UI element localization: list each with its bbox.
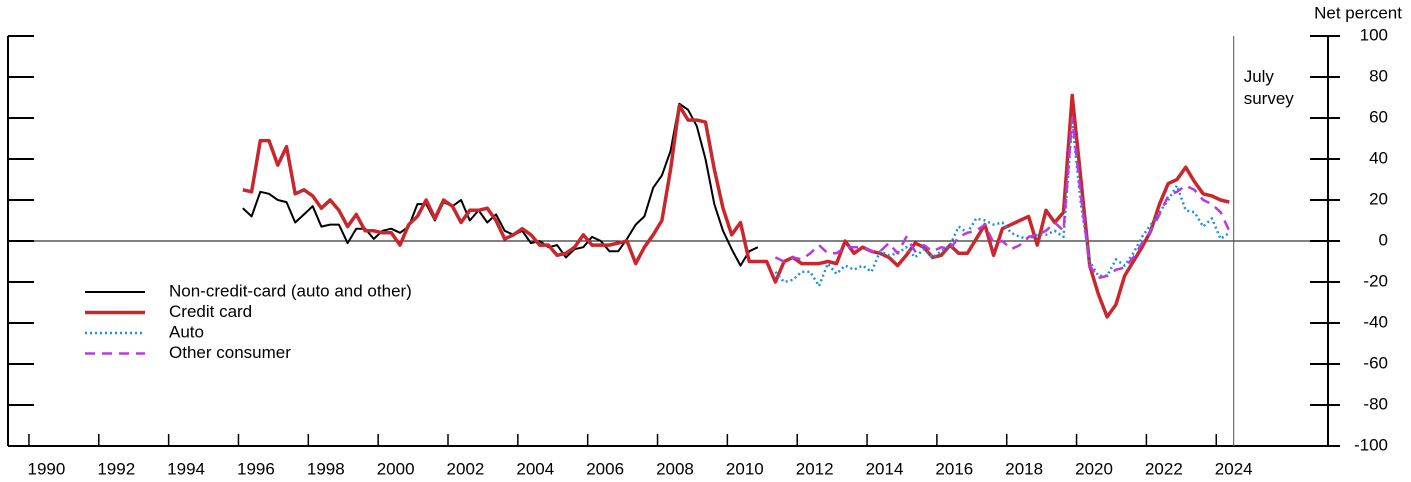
- legend-label: Other consumer: [169, 343, 291, 362]
- y-tick-label: -60: [1363, 353, 1388, 372]
- y-tick-label: -40: [1363, 312, 1388, 331]
- y-tick-label: 80: [1369, 66, 1388, 85]
- x-tick-label: 2024: [1215, 459, 1253, 478]
- x-tick-label: 1998: [307, 459, 345, 478]
- x-tick-label: 2006: [586, 459, 624, 478]
- series-line: [242, 93, 1230, 319]
- x-tick-label: 1996: [237, 459, 275, 478]
- legend-label: Credit card: [169, 302, 252, 321]
- x-tick-label: 2008: [656, 459, 694, 478]
- series-line: [242, 102, 759, 267]
- x-tick-label: 2002: [447, 459, 485, 478]
- x-tick-label: 1994: [167, 459, 205, 478]
- y-axis-label: Net percent: [1314, 3, 1402, 22]
- x-tick-label: 2022: [1145, 459, 1183, 478]
- x-tick-label: 2012: [796, 459, 834, 478]
- x-tick-label: 2020: [1075, 459, 1113, 478]
- legend-label: Auto: [169, 322, 204, 341]
- series-line: [774, 116, 1231, 280]
- x-tick-label: 2018: [1005, 459, 1043, 478]
- y-tick-label: 0: [1379, 230, 1388, 249]
- y-tick-label: -20: [1363, 271, 1388, 290]
- y-tick-label: 100: [1360, 25, 1388, 44]
- x-tick-label: 2016: [935, 459, 973, 478]
- y-tick-label: -80: [1363, 394, 1388, 413]
- x-tick-label: 1990: [27, 459, 65, 478]
- x-tick-label: 2014: [866, 459, 904, 478]
- series-line: [774, 120, 1231, 288]
- annotation: July survey: [1243, 67, 1294, 108]
- x-tick-label: 1992: [97, 459, 135, 478]
- y-tick-label: 20: [1369, 189, 1388, 208]
- x-tick-label: 2010: [726, 459, 764, 478]
- legend-label: Non-credit-card (auto and other): [169, 281, 412, 300]
- y-tick-label: 60: [1369, 107, 1388, 126]
- x-tick-label: 2000: [377, 459, 415, 478]
- x-tick-label: 2004: [516, 459, 554, 478]
- y-tick-label: 40: [1369, 148, 1388, 167]
- y-tick-label: -100: [1354, 435, 1388, 454]
